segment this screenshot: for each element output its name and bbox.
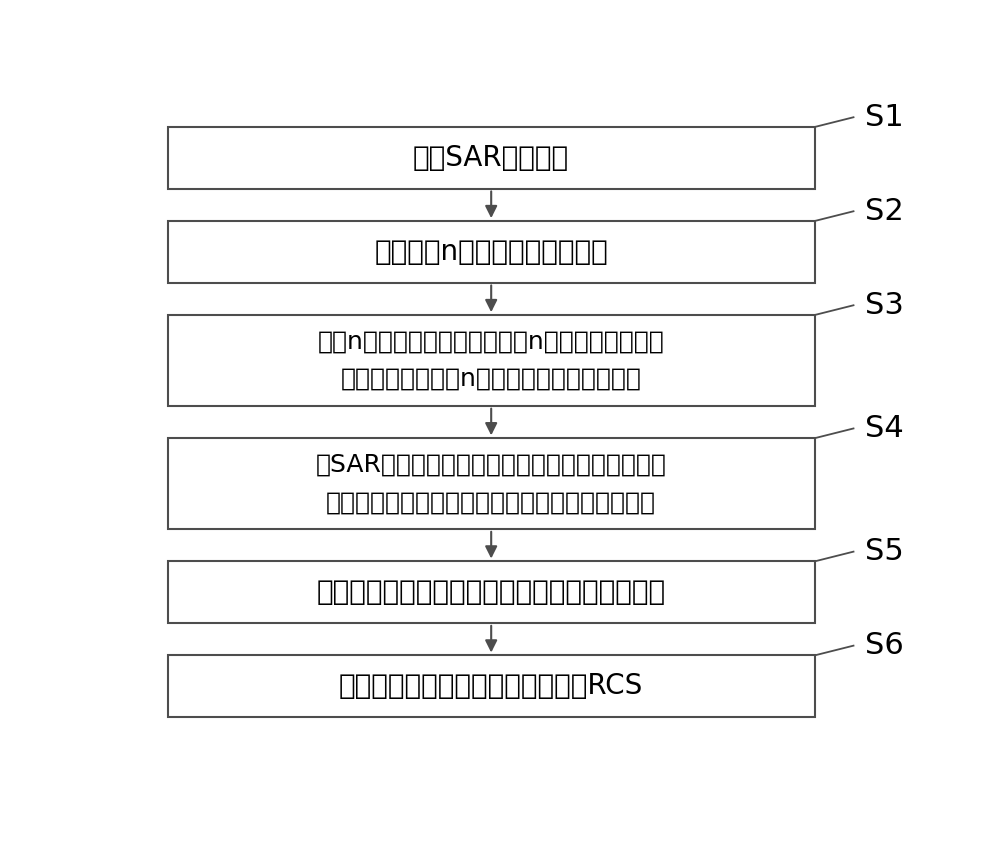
Text: 计算太阳能电池板的单位面积等效RCS: 计算太阳能电池板的单位面积等效RCS [339, 672, 643, 701]
Text: 计算该矩形窗口数据内太阳能电池板的实际面积: 计算该矩形窗口数据内太阳能电池板的实际面积 [317, 578, 666, 606]
Text: S3: S3 [865, 290, 904, 320]
Bar [168, 562, 815, 623]
Text: 根据n个有效点目标的能量测量n个有效点目标的定
标常数，并计算该n个定标常数的统计平均值: 根据n个有效点目标的能量测量n个有效点目标的定 标常数，并计算该n个定标常数的统… [318, 330, 665, 391]
Text: 获取SAR图像数据: 获取SAR图像数据 [413, 144, 569, 172]
Text: S6: S6 [865, 632, 904, 660]
Bar [168, 438, 815, 529]
Bar [168, 221, 815, 283]
Text: 依次提取n个有效点目标的能量: 依次提取n个有效点目标的能量 [374, 237, 608, 266]
Text: S2: S2 [865, 197, 904, 226]
Text: S5: S5 [865, 537, 904, 566]
Text: 将SAR图像数据中选取一预置像素大小的矩形窗口
数据，提取该矩形窗口数据内太阳能电池板的能量: 将SAR图像数据中选取一预置像素大小的矩形窗口 数据，提取该矩形窗口数据内太阳能… [316, 453, 667, 514]
Bar [168, 127, 815, 189]
Bar [168, 315, 815, 406]
Bar [168, 655, 815, 717]
Text: S4: S4 [865, 414, 904, 443]
Text: S1: S1 [865, 103, 904, 131]
